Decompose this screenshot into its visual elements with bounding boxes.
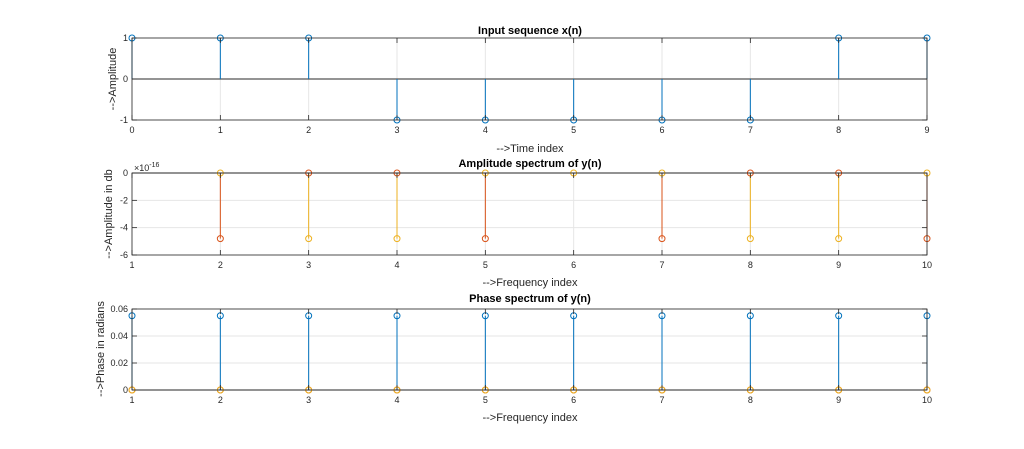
x-tick-label: 8 (836, 125, 841, 135)
x-tick-label: 9 (836, 395, 841, 405)
y-tick-label: 0 (123, 385, 128, 395)
x-axis-label: -->Time index (496, 143, 564, 155)
y-axis-label: -->Amplitude (107, 48, 119, 111)
x-tick-label: 8 (748, 260, 753, 270)
x-tick-label: 3 (394, 125, 399, 135)
axes-box (131, 308, 928, 391)
x-tick-label: 3 (306, 260, 311, 270)
stem-marker (393, 235, 401, 243)
subplot-input-sequence: Input sequence x(n) -->Time index -->Amp… (107, 25, 931, 155)
chart-title: Phase spectrum of y(n) (469, 293, 591, 305)
y-axis-label: -->Phase in radians (95, 301, 107, 397)
y-axis-label: -->Amplitude in db (103, 169, 115, 259)
x-tick-label: 9 (924, 125, 929, 135)
x-tick-label: 4 (394, 260, 399, 270)
y-tick-label: 0.06 (110, 304, 128, 314)
chart-title: Amplitude spectrum of y(n) (458, 158, 601, 170)
axes-box (131, 172, 928, 256)
x-tick-label: 7 (659, 395, 664, 405)
x-tick-label: 8 (748, 395, 753, 405)
y-tick-label: -2 (120, 195, 128, 205)
y-tick-label: -1 (120, 115, 128, 125)
y-tick-label: 0.04 (110, 331, 128, 341)
plot-area (132, 309, 927, 390)
x-tick-label: 2 (218, 395, 223, 405)
x-tick-label: 5 (483, 260, 488, 270)
x-tick-label: 1 (129, 395, 134, 405)
x-tick-label: 7 (748, 125, 753, 135)
stem-marker (305, 235, 313, 243)
x-tick-label: 7 (659, 260, 664, 270)
x-tick-label: 6 (571, 260, 576, 270)
stem-marker (481, 235, 489, 243)
y-tick-label: 0 (123, 168, 128, 178)
x-tick-label: 1 (129, 260, 134, 270)
subplot-amplitude-spectrum: Amplitude spectrum of y(n) -->Frequency … (103, 158, 932, 289)
x-tick-label: 1 (218, 125, 223, 135)
x-tick-label: 6 (571, 395, 576, 405)
x-tick-label: 2 (306, 125, 311, 135)
plot-area (132, 173, 927, 255)
y-tick-label: 1 (123, 33, 128, 43)
chart-title: Input sequence x(n) (478, 25, 582, 37)
stem-marker (835, 235, 843, 243)
x-tick-label: 2 (218, 260, 223, 270)
x-tick-label: 9 (836, 260, 841, 270)
x-tick-label: 3 (306, 395, 311, 405)
x-axis-label: -->Frequency index (482, 412, 578, 424)
subplot-phase-spectrum: Phase spectrum of y(n) -->Frequency inde… (95, 293, 932, 424)
x-tick-label: 10 (922, 395, 932, 405)
y-axis-exponent: ×10-16 (134, 162, 160, 173)
y-tick-label: -4 (120, 223, 128, 233)
x-tick-label: 0 (129, 125, 134, 135)
y-tick-label: -6 (120, 250, 128, 260)
x-axis-label: -->Frequency index (482, 277, 578, 289)
stem-marker (216, 235, 224, 243)
y-tick-label: 0 (123, 74, 128, 84)
x-tick-label: 4 (394, 395, 399, 405)
x-tick-label: 4 (483, 125, 488, 135)
x-tick-label: 5 (571, 125, 576, 135)
y-tick-label: 0.02 (110, 358, 128, 368)
stem-marker (746, 235, 754, 243)
x-tick-label: 10 (922, 260, 932, 270)
x-tick-label: 5 (483, 395, 488, 405)
stem-marker (658, 235, 666, 243)
x-tick-label: 6 (659, 125, 664, 135)
